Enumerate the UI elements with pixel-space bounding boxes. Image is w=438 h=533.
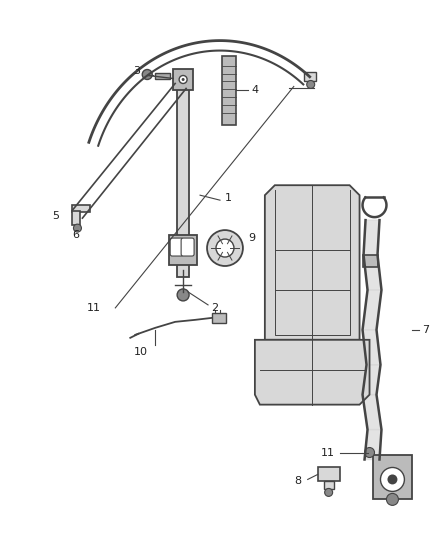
Polygon shape bbox=[363, 365, 381, 394]
Polygon shape bbox=[255, 340, 370, 405]
Circle shape bbox=[325, 488, 332, 496]
Text: 10: 10 bbox=[134, 347, 148, 357]
Circle shape bbox=[216, 239, 234, 257]
Text: 11: 11 bbox=[86, 303, 100, 313]
Text: 6: 6 bbox=[72, 230, 79, 240]
Text: 11: 11 bbox=[321, 448, 335, 457]
FancyBboxPatch shape bbox=[363, 255, 378, 267]
FancyBboxPatch shape bbox=[324, 481, 334, 489]
FancyBboxPatch shape bbox=[212, 313, 226, 323]
Text: 2: 2 bbox=[211, 303, 218, 313]
Circle shape bbox=[179, 76, 187, 84]
FancyBboxPatch shape bbox=[169, 235, 197, 265]
Polygon shape bbox=[363, 290, 381, 330]
Text: 5: 5 bbox=[52, 211, 59, 221]
Text: 9: 9 bbox=[248, 233, 255, 243]
FancyBboxPatch shape bbox=[155, 72, 170, 79]
FancyBboxPatch shape bbox=[181, 238, 194, 256]
FancyBboxPatch shape bbox=[177, 77, 189, 277]
FancyBboxPatch shape bbox=[222, 55, 236, 125]
Circle shape bbox=[381, 467, 404, 491]
FancyBboxPatch shape bbox=[304, 71, 316, 82]
Polygon shape bbox=[364, 220, 379, 255]
Circle shape bbox=[307, 80, 314, 88]
Circle shape bbox=[177, 289, 189, 301]
FancyBboxPatch shape bbox=[170, 238, 183, 256]
Text: 4: 4 bbox=[252, 85, 259, 95]
Polygon shape bbox=[265, 185, 360, 340]
FancyBboxPatch shape bbox=[318, 467, 339, 481]
FancyBboxPatch shape bbox=[173, 69, 193, 91]
Circle shape bbox=[386, 494, 399, 505]
Text: 3: 3 bbox=[133, 66, 140, 76]
Circle shape bbox=[207, 230, 243, 266]
FancyBboxPatch shape bbox=[72, 211, 81, 225]
Circle shape bbox=[388, 474, 397, 484]
Polygon shape bbox=[363, 394, 381, 430]
Polygon shape bbox=[364, 255, 381, 290]
Text: 8: 8 bbox=[295, 477, 302, 487]
Circle shape bbox=[364, 448, 374, 457]
FancyBboxPatch shape bbox=[372, 455, 413, 499]
Circle shape bbox=[74, 224, 81, 232]
FancyBboxPatch shape bbox=[72, 205, 90, 212]
Polygon shape bbox=[364, 430, 381, 459]
Circle shape bbox=[142, 69, 152, 79]
Circle shape bbox=[182, 78, 184, 81]
Text: 1: 1 bbox=[225, 193, 232, 203]
Text: 7: 7 bbox=[422, 325, 430, 335]
Polygon shape bbox=[363, 330, 381, 365]
